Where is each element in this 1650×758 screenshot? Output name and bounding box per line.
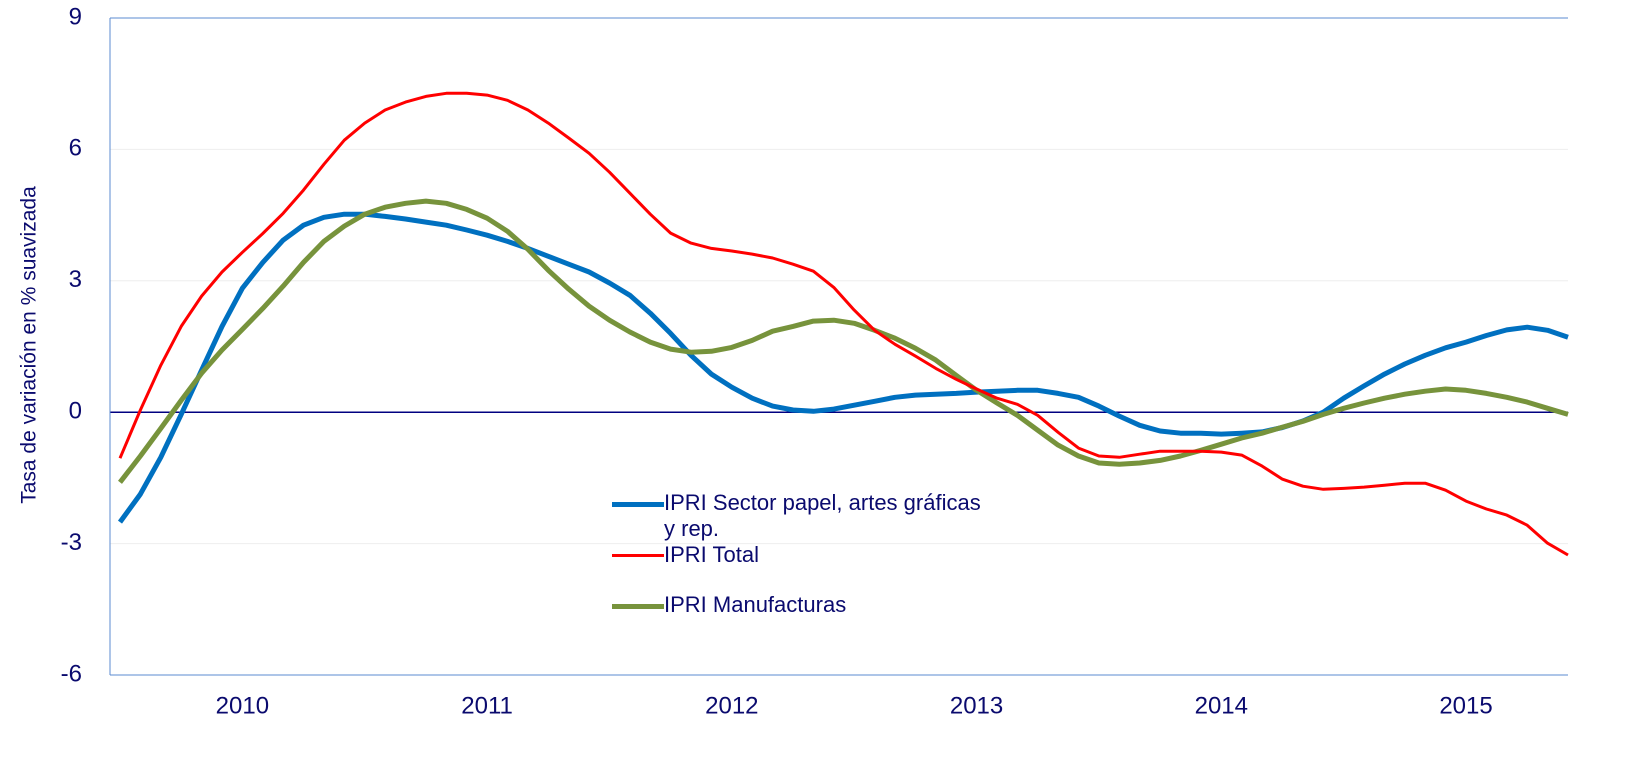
x-tick-label: 2010 — [216, 692, 269, 719]
x-tick-label: 2015 — [1439, 692, 1492, 719]
y-axis-label: Tasa de variación en % suavizada — [18, 186, 41, 504]
y-tick-label: -3 — [61, 529, 82, 556]
legend-entry: IPRI Sector papel, artes gráficas y rep. — [612, 490, 992, 542]
x-tick-label: 2012 — [705, 692, 758, 719]
x-tick-label: 2014 — [1195, 692, 1248, 719]
legend-swatch — [612, 554, 664, 557]
x-tick-label: 2011 — [461, 692, 513, 719]
y-tick-label: 3 — [69, 266, 82, 293]
legend-label: IPRI Total — [664, 542, 759, 567]
legend-swatch — [612, 502, 664, 507]
legend: IPRI Sector papel, artes gráficas y rep.… — [612, 490, 992, 618]
y-tick-label: 6 — [69, 135, 82, 162]
x-tick-label: 2013 — [950, 692, 1003, 719]
series-line — [117, 211, 1569, 524]
y-tick-label: 9 — [69, 3, 82, 30]
legend-entry: IPRI Total — [612, 542, 992, 568]
legend-swatch — [612, 604, 664, 609]
series-line — [118, 198, 1569, 484]
legend-entry: IPRI Manufacturas — [612, 592, 992, 618]
legend-label: IPRI Sector papel, artes gráficas y rep. — [664, 490, 981, 541]
y-tick-label: -6 — [61, 660, 82, 687]
legend-label: IPRI Manufacturas — [664, 592, 847, 617]
y-tick-label: 0 — [69, 398, 82, 425]
series-line — [118, 91, 1569, 557]
